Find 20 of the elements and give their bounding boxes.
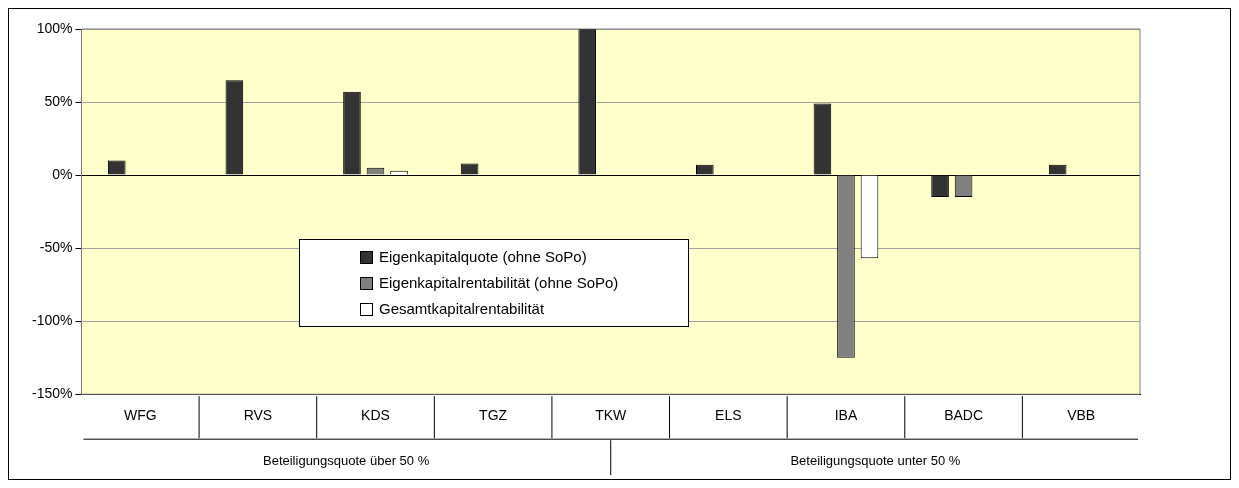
y-tick-label: -100%: [32, 312, 73, 329]
x-tick-label: RVS: [243, 407, 273, 424]
x-tick-label: BADC: [944, 407, 984, 424]
x-tick-label: KDS: [361, 407, 390, 424]
x-tick-label: ELS: [715, 407, 742, 424]
y-tick-label: 100%: [36, 19, 73, 36]
legend-label: Eigenkapitalrentabilität (ohne SoPo): [379, 273, 619, 293]
x-tick-label: WFG: [123, 407, 157, 424]
x-tick-label: TKW: [595, 407, 628, 424]
y-tick-label: 50%: [44, 92, 73, 109]
x-tick-label: IBA: [834, 407, 858, 424]
x-tick-label: VBB: [1067, 407, 1096, 424]
y-tick-label: -150%: [32, 385, 73, 402]
y-tick-label: -50%: [39, 238, 73, 255]
text: Beteiligungsquote über 50 %: [262, 452, 430, 468]
y-tick-label: 0%: [52, 165, 73, 182]
legend-label: Eigenkapitalquote (ohne SoPo): [379, 247, 587, 267]
text: Beteiligungsquote unter 50 %: [790, 452, 961, 468]
x-tick-label: TGZ: [479, 407, 508, 424]
legend-label: Gesamtkapitalrentabilität: [379, 299, 545, 319]
